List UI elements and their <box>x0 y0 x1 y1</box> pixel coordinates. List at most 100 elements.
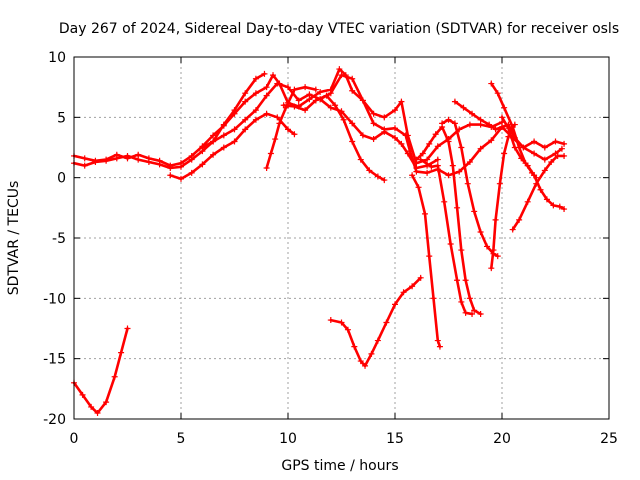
data-point <box>317 88 324 95</box>
data-point <box>252 116 259 123</box>
data-point <box>370 110 377 117</box>
data-point <box>285 126 291 133</box>
data-point <box>374 173 381 180</box>
data-point <box>424 169 431 176</box>
data-point <box>454 204 461 211</box>
x-tick-label: 5 <box>177 431 186 447</box>
series-arc-6 <box>263 84 319 172</box>
data-point <box>167 172 174 179</box>
data-point <box>496 180 503 187</box>
data-point <box>359 132 366 139</box>
data-point <box>400 289 407 296</box>
data-point <box>231 126 238 133</box>
x-tick-label: 0 <box>70 431 79 447</box>
data-point <box>327 317 334 324</box>
data-point <box>398 98 405 105</box>
data-point <box>550 202 557 209</box>
data-point <box>210 132 217 139</box>
data-point <box>178 163 184 170</box>
data-point <box>357 358 364 365</box>
data-point <box>381 126 388 133</box>
data-point <box>424 156 431 163</box>
series-arc-12 <box>413 123 484 318</box>
series-arc-4 <box>167 110 298 182</box>
data-point <box>357 156 364 163</box>
series-arc-3 <box>71 80 441 172</box>
data-point <box>458 144 465 151</box>
data-point <box>548 158 555 165</box>
data-point <box>118 349 125 356</box>
data-point <box>426 140 433 147</box>
data-point <box>466 295 473 302</box>
x-tick-label: 15 <box>386 431 404 447</box>
data-point <box>103 157 110 164</box>
data-point <box>471 307 478 314</box>
data-point <box>167 165 174 172</box>
data-point <box>359 97 366 104</box>
data-point <box>492 216 499 223</box>
series-line <box>490 123 517 270</box>
chart-title: Day 267 of 2024, Sidereal Day-to-day VTE… <box>59 21 619 37</box>
y-tick-label: 0 <box>57 171 66 187</box>
data-point <box>484 243 491 250</box>
data-point <box>263 165 270 172</box>
series-arc-7 <box>280 92 388 184</box>
data-point <box>261 70 268 77</box>
data-point <box>406 148 413 155</box>
data-point <box>531 172 538 179</box>
data-point <box>451 98 458 105</box>
data-point <box>432 131 439 138</box>
series-line <box>453 100 566 149</box>
series-arc-16 <box>499 114 568 213</box>
data-point <box>263 92 270 99</box>
data-point <box>417 274 424 281</box>
data-point <box>252 107 259 114</box>
data-point <box>242 98 249 105</box>
series-arc-1 <box>71 325 131 416</box>
series-line <box>410 174 442 348</box>
data-point <box>490 247 497 254</box>
x-tick-label: 10 <box>279 431 297 447</box>
data-point <box>327 104 334 111</box>
data-point <box>338 319 345 326</box>
data-point <box>428 163 435 170</box>
data-point <box>272 136 279 143</box>
data-point <box>531 150 538 157</box>
data-point <box>447 241 454 248</box>
series-line <box>440 118 499 258</box>
data-point <box>561 140 568 147</box>
series-arc-18 <box>509 152 568 233</box>
data-point <box>464 180 471 187</box>
data-point <box>469 311 476 318</box>
series-line <box>169 112 296 181</box>
series-line <box>329 276 422 368</box>
x-axis-title: GPS time / hours <box>281 458 398 474</box>
y-tick-label: -15 <box>43 352 66 368</box>
data-point <box>466 158 473 165</box>
data-point <box>220 144 227 151</box>
data-point <box>488 265 495 272</box>
data-point <box>543 196 550 203</box>
data-point <box>263 84 270 91</box>
data-point <box>92 158 99 165</box>
x-axis-tick-labels: 0 5 10 15 20 25 <box>70 431 618 447</box>
series-arc-17 <box>488 121 518 272</box>
series-arc-13 <box>439 116 501 260</box>
data-point <box>274 114 281 121</box>
data-point <box>449 162 456 169</box>
data-point <box>477 228 484 235</box>
series-arc-9 <box>327 274 424 369</box>
data-point <box>188 156 195 163</box>
data-point <box>351 343 358 350</box>
series-arc-14 <box>451 98 568 151</box>
data-point <box>336 66 343 73</box>
data-point <box>398 140 405 147</box>
data-point <box>419 150 426 157</box>
data-point <box>445 116 452 123</box>
data-point <box>381 177 388 184</box>
data-point <box>178 175 184 182</box>
data-point <box>81 162 88 169</box>
data-point <box>79 391 86 398</box>
data-point <box>113 155 120 162</box>
